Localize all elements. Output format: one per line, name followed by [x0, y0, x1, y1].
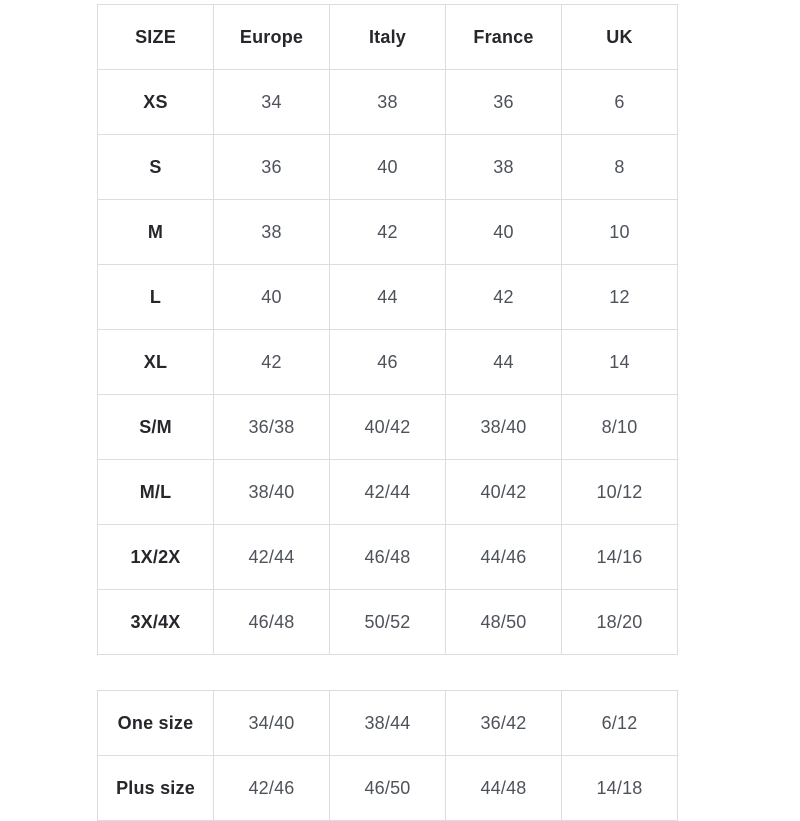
size-value: 40/42 [329, 394, 446, 460]
table-row: 3X/4X 46/48 50/52 48/50 18/20 [97, 589, 678, 655]
column-header-uk: UK [561, 4, 678, 70]
size-label: Plus size [97, 755, 214, 821]
size-label: M/L [97, 459, 214, 525]
size-value: 48/50 [445, 589, 562, 655]
table-row: M/L 38/40 42/44 40/42 10/12 [97, 459, 678, 525]
size-conversion-table: SIZE Europe Italy France UK XS 34 38 36 6 S 36… [97, 4, 678, 655]
size-value: 46/48 [213, 589, 330, 655]
size-label: S [97, 134, 214, 200]
size-value: 10/12 [561, 459, 678, 525]
table-row: One size 34/40 38/44 36/42 6/12 [97, 690, 678, 756]
column-header-france: France [445, 4, 562, 70]
size-value: 42/44 [213, 524, 330, 590]
column-header-europe: Europe [213, 4, 330, 70]
size-value: 38 [445, 134, 562, 200]
size-value: 34/40 [213, 690, 330, 756]
size-label: S/M [97, 394, 214, 460]
column-header-size: SIZE [97, 4, 214, 70]
size-value: 38/44 [329, 690, 446, 756]
size-value: 50/52 [329, 589, 446, 655]
size-value: 38 [329, 69, 446, 135]
size-label: One size [97, 690, 214, 756]
size-value: 14/16 [561, 524, 678, 590]
table-row: Plus size 42/46 46/50 44/48 14/18 [97, 755, 678, 821]
size-label: 3X/4X [97, 589, 214, 655]
size-value: 46 [329, 329, 446, 395]
table-row: XS 34 38 36 6 [97, 69, 678, 135]
size-value: 46/50 [329, 755, 446, 821]
size-value: 44 [329, 264, 446, 330]
table-row: XL 42 46 44 14 [97, 329, 678, 395]
size-value: 14/18 [561, 755, 678, 821]
special-table-body: One size 34/40 38/44 36/42 6/12 Plus size 42/4… [97, 690, 678, 821]
size-value: 18/20 [561, 589, 678, 655]
size-value: 44/46 [445, 524, 562, 590]
size-value: 40 [329, 134, 446, 200]
size-value: 42/44 [329, 459, 446, 525]
size-value: 42 [213, 329, 330, 395]
size-value: 6/12 [561, 690, 678, 756]
special-sizes-table: One size 34/40 38/44 36/42 6/12 Plus size 42/4… [97, 690, 678, 821]
size-value: 40/42 [445, 459, 562, 525]
size-value: 12 [561, 264, 678, 330]
size-value: 14 [561, 329, 678, 395]
size-value: 6 [561, 69, 678, 135]
size-label: XL [97, 329, 214, 395]
size-value: 40 [445, 199, 562, 265]
size-label: L [97, 264, 214, 330]
size-value: 36/38 [213, 394, 330, 460]
size-value: 44 [445, 329, 562, 395]
table-row: M 38 42 40 10 [97, 199, 678, 265]
size-label: XS [97, 69, 214, 135]
size-value: 10 [561, 199, 678, 265]
table-row: S 36 40 38 8 [97, 134, 678, 200]
size-value: 42/46 [213, 755, 330, 821]
size-value: 36 [445, 69, 562, 135]
size-label: 1X/2X [97, 524, 214, 590]
column-header-italy: Italy [329, 4, 446, 70]
size-value: 44/48 [445, 755, 562, 821]
size-value: 8/10 [561, 394, 678, 460]
table-row: 1X/2X 42/44 46/48 44/46 14/16 [97, 524, 678, 590]
size-value: 38/40 [213, 459, 330, 525]
size-label: M [97, 199, 214, 265]
size-table-body: XS 34 38 36 6 S 36 40 38 8 M 38 42 40 10 L 40 44 42 12 XL 42 4… [97, 69, 678, 655]
size-value: 34 [213, 69, 330, 135]
size-value: 38/40 [445, 394, 562, 460]
table-row: L 40 44 42 12 [97, 264, 678, 330]
size-value: 38 [213, 199, 330, 265]
table-row: S/M 36/38 40/42 38/40 8/10 [97, 394, 678, 460]
size-value: 42 [445, 264, 562, 330]
size-value: 40 [213, 264, 330, 330]
header-row: SIZE Europe Italy France UK [97, 4, 678, 70]
size-value: 36 [213, 134, 330, 200]
size-value: 8 [561, 134, 678, 200]
size-value: 36/42 [445, 690, 562, 756]
size-value: 42 [329, 199, 446, 265]
size-value: 46/48 [329, 524, 446, 590]
